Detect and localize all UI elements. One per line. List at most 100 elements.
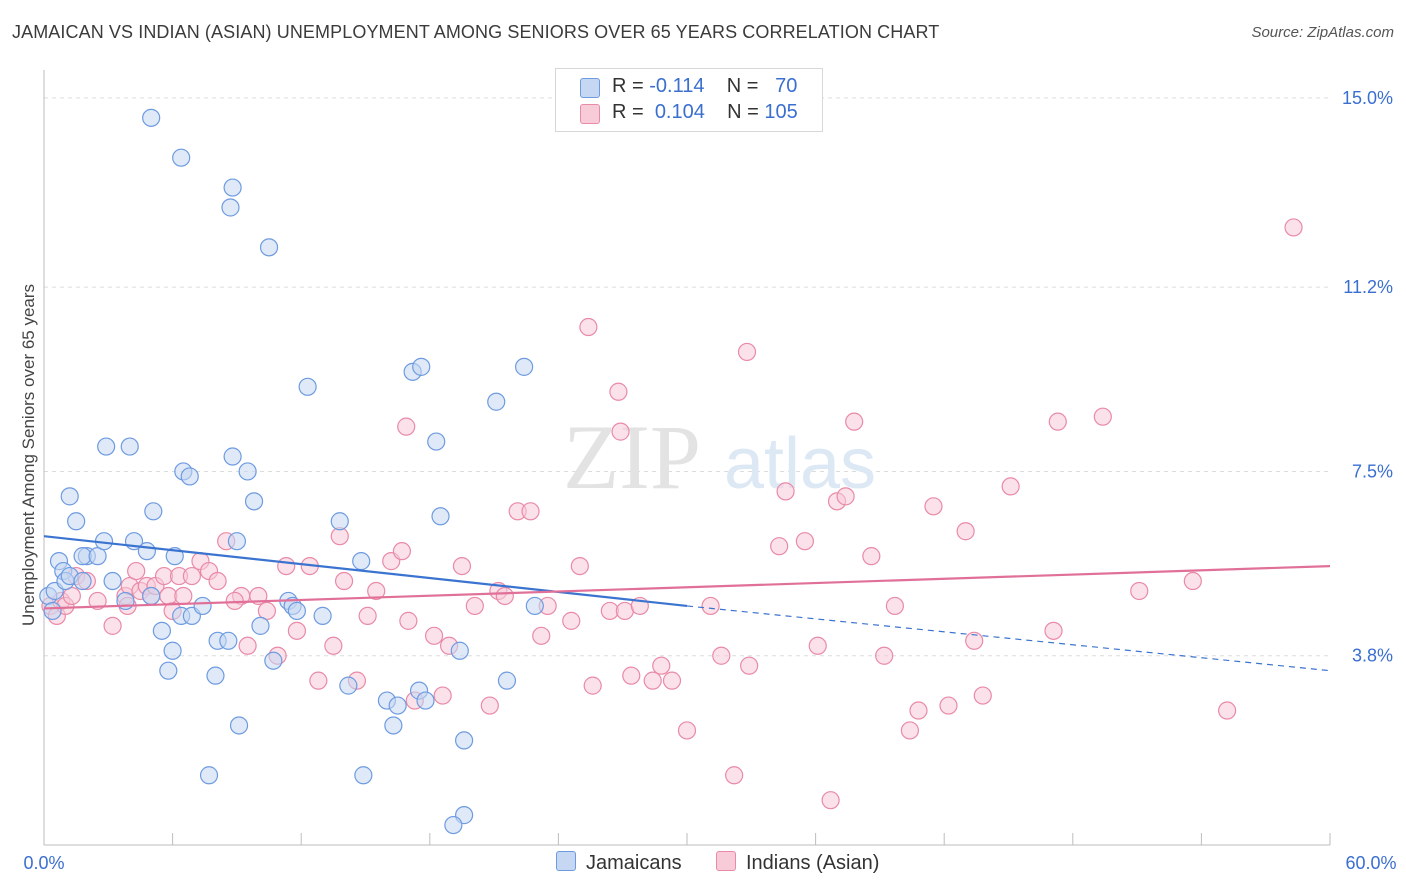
jamaicans-point (137, 542, 156, 561)
jamaicans-point (43, 601, 62, 621)
jamaicans-point (144, 502, 163, 521)
jamaicans-point (229, 716, 249, 735)
indians-point (885, 596, 905, 616)
indians-point (399, 611, 418, 630)
jamaicans-point (487, 392, 506, 411)
legend-swatch-indians (716, 851, 736, 871)
stats-legend: R = -0.114 N = 70 R = 0.104 N = 105 (555, 68, 823, 132)
indians-point (495, 586, 514, 606)
jamaicans-point (287, 601, 307, 621)
indians-point (1130, 581, 1149, 601)
legend-r-value: 0.104 (654, 101, 705, 123)
indians-point (652, 656, 671, 675)
indians-point (424, 626, 444, 645)
jamaicans-point (120, 437, 139, 456)
trendlines (43, 535, 1331, 672)
legend-item-jamaicans: Jamaicans (556, 851, 682, 875)
jamaicans-point (244, 492, 264, 511)
jamaicans-point (193, 596, 212, 616)
legend-swatch-indians (580, 104, 600, 124)
jamaicans-point (142, 108, 161, 127)
indians-point (358, 606, 377, 625)
legend-n-label: N = (727, 101, 759, 123)
legend-label-indians: Indians (Asian) (746, 852, 880, 874)
jamaicans-point (60, 487, 79, 506)
series-indians (41, 218, 1303, 810)
indians-point (821, 791, 840, 810)
jamaicans-point (251, 616, 270, 635)
jamaicans-point (180, 467, 199, 486)
jamaicans-point (497, 671, 517, 690)
indians-point (900, 721, 920, 740)
jamaicans-point (103, 571, 122, 591)
indians-point (1048, 412, 1067, 431)
jamaicans-point (525, 596, 544, 616)
x-tick-label-max: 60.0% (1345, 853, 1396, 873)
y-tick-label: 3.8% (1352, 646, 1393, 666)
jamaicans-point (339, 676, 358, 695)
indians-point (397, 417, 416, 436)
indians-point (562, 611, 581, 630)
indians-point (452, 556, 472, 576)
indians-point (88, 591, 107, 611)
legend-n-value: 70 (775, 75, 798, 97)
jamaicans-trendline (43, 535, 688, 608)
jamaicans-point (354, 766, 373, 785)
indians-point (725, 766, 744, 785)
indians-point (579, 317, 598, 337)
jamaicans-point (238, 462, 257, 481)
jamaicans-point (172, 148, 191, 167)
indians-point (808, 636, 827, 655)
y-tick-label: 11.2% (1343, 277, 1393, 297)
indians-point (521, 502, 540, 521)
series-jamaicans (39, 108, 544, 835)
jamaicans-point (454, 731, 474, 750)
indians-point (924, 497, 943, 516)
indians-point (1093, 407, 1112, 426)
y-tick-label: 7.5% (1352, 461, 1393, 481)
indians-point (622, 666, 641, 685)
y-axis-label: Unemployment Among Seniors over 65 years (19, 283, 38, 627)
legend-r-label: R = (612, 75, 644, 97)
indians-point (701, 596, 720, 616)
jamaicans-point (352, 552, 371, 571)
indians-point (570, 556, 589, 576)
legend-r-value: -0.114 (649, 75, 705, 97)
y-tick-labels: 3.8% 7.5% 11.2% 15.0% (1342, 88, 1393, 666)
jamaicans-point (427, 432, 446, 451)
jamaicans-point (330, 512, 349, 531)
indians-point (62, 586, 81, 606)
indians-point (1044, 621, 1063, 640)
legend-label-jamaicans: Jamaicans (586, 852, 682, 874)
indians-point (677, 721, 697, 740)
indians-point (836, 487, 855, 506)
indians-point (480, 696, 499, 715)
indians-point (776, 482, 795, 501)
indians-point (334, 571, 354, 591)
indians-point (174, 586, 193, 606)
indians-point (182, 566, 201, 586)
indians-point (615, 601, 634, 621)
legend-swatch-jamaicans (556, 851, 576, 871)
indians-point (712, 646, 731, 665)
indians-point (309, 671, 328, 690)
indians-point (662, 671, 682, 690)
indians-point (611, 422, 630, 441)
source-label: Source: ZipAtlas.com (1251, 24, 1394, 41)
indians-point (875, 646, 894, 665)
jamaicans-point (142, 586, 161, 606)
indians-point (532, 626, 551, 645)
indians-point (862, 547, 881, 566)
indians-point (287, 621, 307, 640)
indians-point (367, 581, 386, 601)
indians-point (1183, 571, 1202, 591)
jamaicans-point (221, 198, 240, 217)
legend-r-label: R = (612, 101, 644, 123)
legend-n-value: 105 (764, 101, 798, 123)
indians-point (127, 561, 146, 581)
jamaicans-point (444, 815, 463, 835)
indians-point (956, 522, 975, 541)
jamaicans-point (416, 691, 435, 710)
jamaicans-point (159, 661, 178, 680)
